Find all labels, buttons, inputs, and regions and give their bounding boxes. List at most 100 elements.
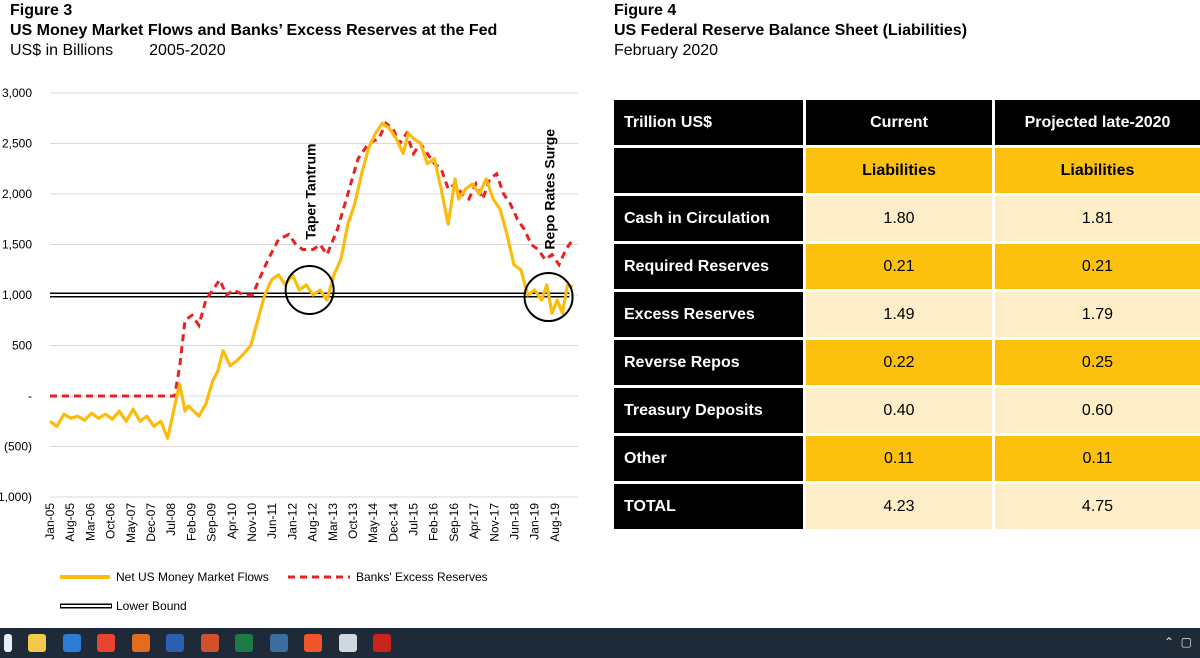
row-projected: 0.21 bbox=[992, 241, 1200, 292]
excel-icon[interactable] bbox=[235, 634, 253, 652]
column-header-units: Trillion US$ bbox=[611, 97, 806, 148]
chrome-icon[interactable] bbox=[97, 634, 115, 652]
legend-label: Banks' Excess Reserves bbox=[356, 570, 488, 584]
row-projected: 0.11 bbox=[992, 433, 1200, 484]
row-current: 0.40 bbox=[803, 385, 995, 436]
figure3-number: Figure 3 bbox=[10, 2, 73, 19]
row-projected: 0.25 bbox=[992, 337, 1200, 388]
figure4-number: Figure 4 bbox=[614, 2, 677, 19]
x-tick-label: Mar-06 bbox=[83, 503, 97, 541]
row-current: 0.21 bbox=[803, 241, 995, 292]
word-icon[interactable] bbox=[166, 634, 184, 652]
row-projected: 0.60 bbox=[992, 385, 1200, 436]
row-label: Treasury Deposits bbox=[611, 385, 806, 436]
x-tick-label: Nov-17 bbox=[487, 503, 501, 542]
x-tick-label: Feb-16 bbox=[427, 503, 441, 541]
app-icon[interactable] bbox=[338, 634, 357, 652]
x-tick-label: Oct-06 bbox=[104, 503, 118, 539]
y-tick-label: 3,000 bbox=[2, 86, 32, 100]
x-tick-label: Sep-09 bbox=[205, 503, 219, 542]
table-row: Reverse Repos 0.22 0.25 bbox=[611, 337, 1200, 388]
subheader-blank bbox=[611, 145, 806, 196]
figure3-title: US Money Market Flows and Banks’ Excess … bbox=[10, 22, 498, 39]
brave-icon[interactable] bbox=[304, 634, 322, 652]
edge-icon[interactable] bbox=[62, 634, 81, 652]
column-header-projected: Projected late-2020 bbox=[992, 97, 1200, 148]
row-label: Other bbox=[611, 433, 806, 484]
x-tick-label: Jul-08 bbox=[164, 503, 178, 536]
row-label: Cash in Circulation bbox=[611, 193, 806, 244]
table-row: Treasury Deposits 0.40 0.60 bbox=[611, 385, 1200, 436]
row-label: Excess Reserves bbox=[611, 289, 806, 340]
annotation-label: Repo Rates Surge bbox=[542, 129, 558, 250]
system-tray[interactable]: ⌃ ▢ bbox=[1163, 635, 1192, 649]
x-tick-label: Feb-09 bbox=[184, 503, 198, 541]
row-current: 1.49 bbox=[803, 289, 995, 340]
y-tick-label: 1,500 bbox=[2, 238, 32, 252]
x-tick-label: Jun-11 bbox=[265, 503, 279, 539]
x-tick-label: Jul-15 bbox=[407, 503, 421, 536]
acrobat-icon[interactable] bbox=[373, 634, 391, 652]
x-tick-label: Apr-10 bbox=[225, 503, 239, 539]
table-row: Excess Reserves 1.49 1.79 bbox=[611, 289, 1200, 340]
legend-label: Lower Bound bbox=[116, 599, 187, 613]
x-tick-label: Sep-16 bbox=[447, 503, 461, 542]
column-header-current: Current bbox=[803, 97, 995, 148]
series-line-money-market-flows bbox=[49, 121, 574, 440]
table-subheader-row: Liabilities Liabilities bbox=[611, 145, 1200, 196]
table-row: Cash in Circulation 1.80 1.81 bbox=[611, 193, 1200, 244]
x-tick-label: Jan-05 bbox=[43, 503, 57, 540]
file-explorer-icon[interactable] bbox=[28, 634, 46, 652]
windows-taskbar: ⌃ ▢ bbox=[0, 628, 1200, 658]
x-tick-label: Aug-05 bbox=[63, 503, 77, 542]
x-tick-label: Dec-14 bbox=[386, 503, 400, 542]
fed-liabilities-table: Trillion US$ Current Projected late-2020… bbox=[611, 97, 1200, 532]
x-tick-label: May-14 bbox=[366, 503, 380, 543]
start-icon[interactable] bbox=[4, 634, 12, 652]
row-projected: 1.81 bbox=[992, 193, 1200, 244]
x-tick-label: May-07 bbox=[124, 503, 138, 543]
x-tick-label: Aug-19 bbox=[548, 503, 562, 542]
x-tick-label: Jan-19 bbox=[528, 503, 542, 540]
annotation-label: Taper Tantrum bbox=[303, 144, 319, 240]
row-current: 0.22 bbox=[803, 337, 995, 388]
y-tick-label: - bbox=[28, 389, 32, 403]
x-tick-label: Jun-18 bbox=[508, 503, 522, 540]
row-current: 4.23 bbox=[803, 481, 995, 532]
powerpoint-icon[interactable] bbox=[200, 634, 219, 652]
y-tick-label: 500 bbox=[12, 339, 32, 353]
row-current: 1.80 bbox=[803, 193, 995, 244]
calculator-icon[interactable] bbox=[269, 634, 288, 652]
figure4-title: US Federal Reserve Balance Sheet (Liabil… bbox=[614, 22, 968, 39]
x-tick-label: Jan-12 bbox=[285, 503, 299, 540]
x-tick-label: Mar-13 bbox=[326, 503, 340, 541]
figure3-units: US$ in Billions bbox=[10, 42, 114, 59]
row-projected: 1.79 bbox=[992, 289, 1200, 340]
y-tick-label: (500) bbox=[4, 440, 32, 454]
subheader-projected: Liabilities bbox=[992, 145, 1200, 196]
highlight-circle bbox=[284, 264, 335, 315]
money-market-chart: (1,000) (500) - 500 1,000 1,500 2,000 2,500 3,00… bbox=[0, 86, 578, 613]
y-tick-label: 2,000 bbox=[2, 187, 32, 201]
row-label: TOTAL bbox=[611, 481, 806, 532]
y-tick-label: 2,500 bbox=[2, 137, 32, 151]
subheader-current: Liabilities bbox=[803, 145, 995, 196]
figure4-subtitle: February 2020 bbox=[614, 42, 719, 59]
y-tick-label: 1,000 bbox=[2, 288, 32, 302]
figure3-period: 2005-2020 bbox=[149, 42, 226, 59]
x-tick-label: Nov-10 bbox=[245, 503, 259, 542]
outlook-icon[interactable] bbox=[131, 634, 150, 652]
legend-label: Net US Money Market Flows bbox=[116, 570, 269, 584]
table-header-row: Trillion US$ Current Projected late-2020 bbox=[611, 97, 1200, 148]
row-label: Required Reserves bbox=[611, 241, 806, 292]
figure3-header: Figure 3 US Money Market Flows and Banks… bbox=[10, 1, 600, 61]
x-tick-label: Aug-12 bbox=[306, 503, 320, 542]
row-label: Reverse Repos bbox=[611, 337, 806, 388]
x-tick-label: Apr-17 bbox=[467, 503, 481, 539]
row-projected: 4.75 bbox=[992, 481, 1200, 532]
figure3-subtitle: US$ in Billions 2005-2020 bbox=[10, 41, 600, 61]
figure4-header: Figure 4 US Federal Reserve Balance Shee… bbox=[614, 1, 1194, 61]
x-tick-label: Dec-07 bbox=[144, 503, 158, 542]
row-current: 0.11 bbox=[803, 433, 995, 484]
table-row: Other 0.11 0.11 bbox=[611, 433, 1200, 484]
